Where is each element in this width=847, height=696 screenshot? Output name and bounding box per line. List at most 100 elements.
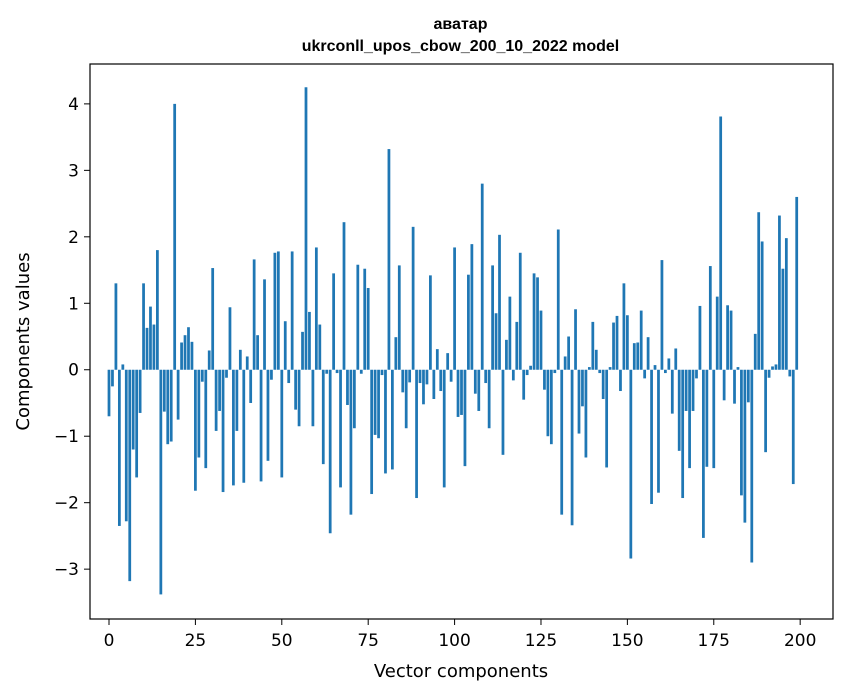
bar-8	[135, 369, 139, 478]
bar-168	[688, 369, 691, 469]
bar-135	[574, 309, 577, 370]
bar-57	[304, 87, 308, 370]
bar-136	[577, 369, 581, 434]
bar-141	[594, 349, 598, 370]
bar-83	[394, 337, 398, 370]
bar-178	[722, 369, 726, 401]
bar-157	[650, 369, 653, 505]
bar-63	[325, 369, 329, 374]
bar-52	[287, 369, 291, 384]
bar-192	[771, 366, 774, 370]
bar-130	[556, 229, 560, 370]
bar-175	[712, 369, 716, 469]
bar-187	[753, 333, 757, 370]
bar-43	[256, 335, 259, 370]
y-tick-label: 2	[68, 228, 79, 248]
bar-87	[408, 369, 412, 383]
bar-171	[698, 305, 702, 370]
bar-65	[332, 273, 336, 370]
bar-133	[567, 336, 571, 370]
bar-114	[501, 369, 505, 455]
bar-116	[508, 296, 512, 370]
bar-165	[677, 369, 681, 451]
bar-54	[294, 369, 297, 410]
bar-120	[522, 369, 526, 400]
bar-137	[581, 369, 584, 407]
bar-106	[473, 369, 477, 394]
bar-4	[121, 364, 125, 370]
bar-53	[290, 251, 294, 370]
bar-77	[373, 369, 377, 435]
bar-14	[156, 250, 159, 370]
bar-145	[608, 367, 612, 370]
bar-154	[639, 310, 643, 370]
bar-90	[418, 369, 422, 384]
bar-48	[273, 252, 277, 370]
bar-169	[691, 369, 695, 411]
bar-36	[232, 369, 235, 486]
bar-153	[636, 342, 640, 370]
x-tick-label: 200	[784, 631, 816, 651]
bar-64	[328, 369, 332, 534]
bar-68	[342, 222, 346, 370]
bar-121	[525, 369, 529, 376]
bar-107	[477, 369, 481, 411]
x-tick-label: 175	[698, 631, 730, 651]
bar-66	[335, 369, 339, 374]
x-tick-label: 75	[357, 631, 379, 651]
y-tick-label: 4	[68, 95, 79, 115]
bar-96	[439, 369, 443, 392]
y-tick-label: −2	[54, 494, 79, 514]
bar-55	[297, 369, 301, 427]
bar-88	[411, 226, 415, 370]
y-axis-label: Components values	[13, 252, 34, 430]
bar-183	[740, 369, 743, 496]
bar-176	[715, 296, 719, 370]
bar-5	[124, 369, 128, 522]
bar-7	[131, 369, 135, 450]
bar-126	[543, 369, 546, 390]
bar-179	[726, 305, 729, 370]
bar-44	[259, 369, 263, 482]
bar-60	[314, 247, 318, 370]
bar-82	[391, 369, 394, 470]
x-tick-label: 25	[185, 631, 207, 651]
bar-143	[601, 369, 605, 399]
bar-61	[318, 324, 322, 370]
bar-182	[736, 367, 740, 370]
bar-188	[757, 212, 761, 370]
bar-129	[553, 369, 557, 374]
bar-147	[615, 315, 619, 370]
bar-26	[197, 369, 201, 458]
bar-84	[397, 265, 401, 370]
bar-56	[301, 331, 304, 370]
bar-78	[377, 369, 380, 439]
chart-subtitle: ukrconll_upos_cbow_200_10_2022 model	[302, 38, 619, 55]
bar-58	[308, 311, 311, 370]
bar-158	[653, 365, 657, 370]
bar-122	[529, 365, 532, 370]
bar-180	[729, 310, 733, 370]
x-axis-label: Vector components	[374, 661, 548, 682]
bar-20	[176, 369, 180, 420]
bar-134	[570, 369, 574, 526]
bar-17	[166, 369, 170, 445]
bar-102	[460, 369, 463, 415]
bar-196	[784, 238, 788, 370]
bar-91	[422, 369, 425, 405]
bar-151	[629, 369, 633, 559]
bar-27	[200, 369, 204, 382]
bar-118	[515, 321, 519, 370]
bar-144	[605, 369, 609, 468]
bar-62	[321, 369, 325, 465]
bar-155	[643, 369, 647, 379]
bar-73	[359, 369, 363, 374]
bar-45	[263, 279, 266, 370]
bar-195	[781, 268, 785, 370]
bar-3	[117, 369, 121, 526]
bar-16	[162, 369, 166, 412]
bar-0	[107, 369, 111, 417]
bar-166	[681, 369, 685, 499]
bar-152	[632, 343, 636, 370]
